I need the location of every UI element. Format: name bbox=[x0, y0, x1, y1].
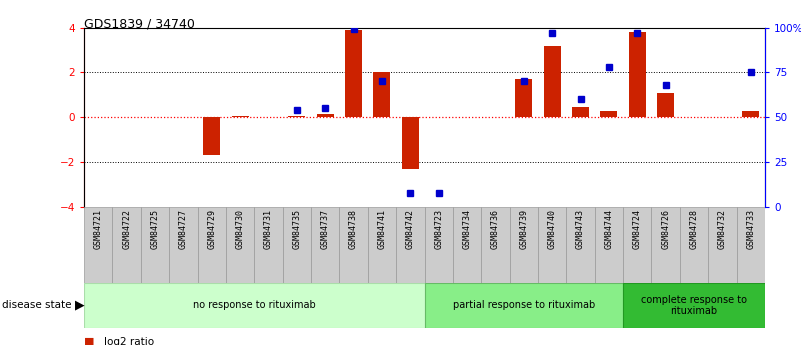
Text: GSM84733: GSM84733 bbox=[747, 209, 755, 249]
Bar bbox=[311, 207, 340, 283]
Text: log2 ratio: log2 ratio bbox=[104, 337, 155, 345]
Text: GSM84729: GSM84729 bbox=[207, 209, 216, 249]
Text: GSM84724: GSM84724 bbox=[633, 209, 642, 249]
Text: GSM84741: GSM84741 bbox=[377, 209, 386, 249]
Text: GSM84744: GSM84744 bbox=[605, 209, 614, 249]
Bar bbox=[680, 207, 708, 283]
Text: ▶: ▶ bbox=[74, 299, 84, 312]
Text: GSM84739: GSM84739 bbox=[519, 209, 529, 249]
Bar bbox=[651, 207, 680, 283]
Text: GSM84731: GSM84731 bbox=[264, 209, 273, 249]
Bar bbox=[345, 30, 362, 117]
Bar bbox=[198, 207, 226, 283]
Bar bbox=[594, 207, 623, 283]
Text: GSM84721: GSM84721 bbox=[94, 209, 103, 249]
Bar bbox=[254, 207, 283, 283]
Bar bbox=[566, 207, 594, 283]
Text: GSM84726: GSM84726 bbox=[661, 209, 670, 249]
Bar bbox=[601, 111, 618, 117]
Text: GSM84723: GSM84723 bbox=[434, 209, 443, 249]
Text: GSM84743: GSM84743 bbox=[576, 209, 585, 249]
Bar bbox=[373, 72, 390, 117]
Text: partial response to rituximab: partial response to rituximab bbox=[453, 300, 595, 310]
Bar bbox=[481, 207, 509, 283]
Bar bbox=[84, 207, 112, 283]
Text: GSM84732: GSM84732 bbox=[718, 209, 727, 249]
Text: ■: ■ bbox=[84, 337, 95, 345]
Bar bbox=[288, 116, 305, 117]
Bar bbox=[283, 207, 311, 283]
Text: GSM84725: GSM84725 bbox=[151, 209, 159, 249]
Bar bbox=[316, 114, 334, 117]
Text: GSM84734: GSM84734 bbox=[463, 209, 472, 249]
Bar bbox=[141, 207, 169, 283]
Text: GSM84740: GSM84740 bbox=[548, 209, 557, 249]
Text: no response to rituximab: no response to rituximab bbox=[193, 300, 316, 310]
Text: GSM84735: GSM84735 bbox=[292, 209, 301, 249]
Bar bbox=[737, 207, 765, 283]
Text: GDS1839 / 34740: GDS1839 / 34740 bbox=[84, 17, 195, 30]
Text: GSM84737: GSM84737 bbox=[320, 209, 330, 249]
Bar bbox=[203, 117, 220, 155]
Text: complete response to
rituximab: complete response to rituximab bbox=[641, 295, 747, 316]
Bar bbox=[169, 207, 198, 283]
Bar bbox=[743, 111, 759, 117]
Bar bbox=[623, 207, 651, 283]
Bar bbox=[396, 207, 425, 283]
Bar bbox=[657, 92, 674, 117]
Text: disease state: disease state bbox=[2, 300, 71, 310]
Bar bbox=[515, 79, 533, 117]
Bar bbox=[368, 207, 396, 283]
Bar bbox=[623, 283, 765, 328]
Text: GSM84727: GSM84727 bbox=[179, 209, 188, 249]
Bar bbox=[538, 207, 566, 283]
Bar bbox=[544, 46, 561, 117]
Bar bbox=[572, 107, 589, 117]
Text: GSM84728: GSM84728 bbox=[690, 209, 698, 249]
Bar bbox=[84, 283, 425, 328]
Text: GSM84742: GSM84742 bbox=[406, 209, 415, 249]
Bar bbox=[425, 283, 623, 328]
Bar bbox=[340, 207, 368, 283]
Bar bbox=[402, 117, 419, 169]
Bar bbox=[629, 32, 646, 117]
Bar bbox=[112, 207, 141, 283]
Bar bbox=[231, 116, 248, 117]
Text: GSM84738: GSM84738 bbox=[349, 209, 358, 249]
Bar bbox=[226, 207, 255, 283]
Text: GSM84736: GSM84736 bbox=[491, 209, 500, 249]
Bar bbox=[708, 207, 737, 283]
Text: GSM84730: GSM84730 bbox=[235, 209, 244, 249]
Bar bbox=[425, 207, 453, 283]
Bar bbox=[509, 207, 538, 283]
Text: GSM84722: GSM84722 bbox=[123, 209, 131, 249]
Bar bbox=[453, 207, 481, 283]
